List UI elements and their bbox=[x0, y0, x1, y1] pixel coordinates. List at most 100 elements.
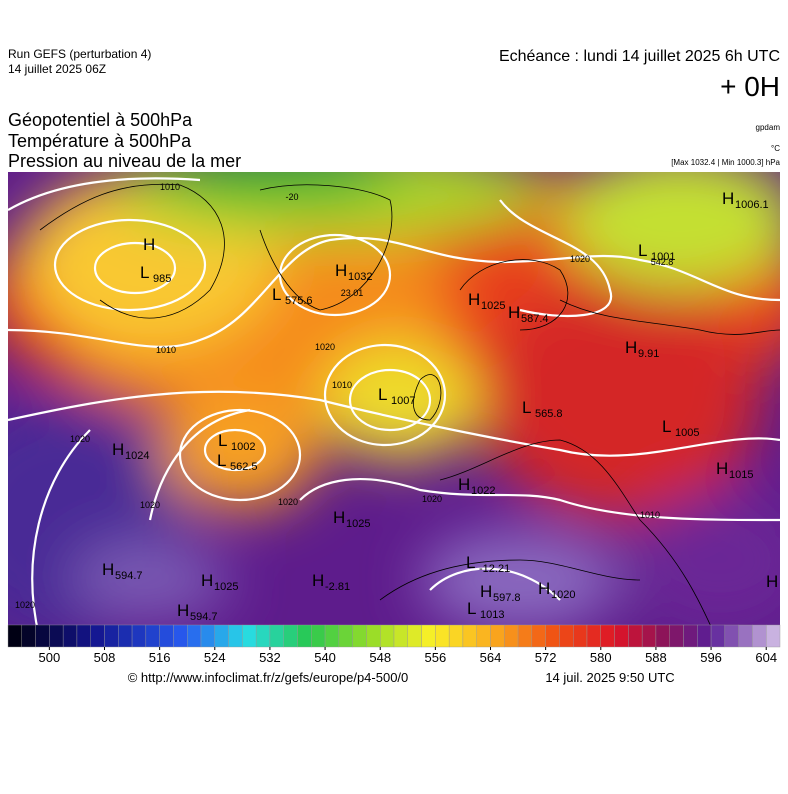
color-swatch bbox=[131, 624, 147, 648]
center-value: 1020 bbox=[551, 589, 575, 601]
field-label: 1010 bbox=[640, 510, 660, 520]
field-label: 1010 bbox=[156, 345, 176, 355]
center-letter: L bbox=[638, 241, 647, 260]
center-value: 1032 bbox=[348, 271, 372, 283]
center-letter: L bbox=[662, 417, 671, 436]
color-swatch bbox=[435, 624, 450, 648]
field-label: 1020 bbox=[70, 434, 90, 444]
tick-label: 508 bbox=[94, 650, 116, 665]
center-value: -2.81 bbox=[325, 581, 350, 593]
color-swatch bbox=[338, 624, 353, 648]
color-swatch bbox=[421, 624, 436, 648]
color-swatch bbox=[352, 624, 367, 648]
color-swatch bbox=[76, 624, 91, 648]
color-swatch bbox=[710, 624, 726, 648]
center-letter: H bbox=[766, 572, 778, 591]
color-swatch bbox=[297, 624, 312, 648]
center-letter: H bbox=[468, 290, 480, 309]
center-letter: H bbox=[625, 338, 637, 357]
color-swatch bbox=[573, 624, 588, 648]
param: Température à 500hPa bbox=[8, 131, 192, 151]
field-label: 542.8 bbox=[651, 257, 674, 267]
color-swatch bbox=[476, 624, 491, 648]
color-swatch bbox=[600, 624, 615, 648]
center-letter: H bbox=[480, 582, 492, 601]
color-swatch bbox=[448, 624, 464, 648]
center-value: 1006.1 bbox=[735, 199, 769, 211]
color-swatch bbox=[21, 624, 36, 648]
color-swatch bbox=[366, 624, 381, 648]
color-swatch bbox=[752, 624, 767, 648]
center-value: 575.6 bbox=[285, 295, 313, 307]
color-swatch bbox=[214, 624, 229, 648]
run-date: 14 juillet 2025 06Z bbox=[8, 62, 106, 76]
color-swatch bbox=[104, 624, 119, 648]
color-swatch bbox=[187, 624, 202, 648]
center-value: 1022 bbox=[471, 485, 495, 497]
tick-label: 556 bbox=[425, 650, 447, 665]
color-swatch bbox=[766, 624, 781, 648]
unit: gpdam bbox=[756, 123, 781, 132]
footer-url: © http://www.infoclimat.fr/z/gefs/europe… bbox=[128, 670, 409, 685]
color-swatch bbox=[200, 624, 215, 648]
tick-label: 532 bbox=[259, 650, 281, 665]
center-value: 9.91 bbox=[638, 348, 659, 360]
color-swatch bbox=[504, 624, 519, 648]
center-letter: H bbox=[312, 571, 324, 590]
center-letter: H bbox=[458, 475, 470, 494]
center-value: 1002 bbox=[231, 441, 255, 453]
center-letter: H bbox=[716, 459, 728, 478]
field-label: 1020 bbox=[140, 500, 160, 510]
tick-label: 596 bbox=[700, 650, 722, 665]
tick-label: 572 bbox=[535, 650, 557, 665]
center-value: 1025 bbox=[346, 518, 370, 530]
center-letter: L bbox=[140, 263, 149, 282]
center-value: 1024 bbox=[125, 450, 149, 462]
center-letter: H bbox=[143, 235, 155, 254]
run-title: Run GEFS (perturbation 4) bbox=[8, 47, 151, 61]
color-swatch bbox=[62, 624, 78, 648]
center-letter: H bbox=[335, 261, 347, 280]
center-letter: H bbox=[538, 579, 550, 598]
tick-label: 548 bbox=[369, 650, 391, 665]
center-value: 985 bbox=[153, 273, 171, 285]
color-swatch bbox=[559, 624, 574, 648]
color-swatch bbox=[173, 624, 188, 648]
color-swatch bbox=[545, 624, 560, 648]
unit: [Max 1032.4 | Min 1000.3] hPa bbox=[671, 158, 780, 167]
center-letter: L bbox=[272, 285, 281, 304]
center-letter: L bbox=[467, 599, 476, 618]
color-swatch bbox=[380, 624, 395, 648]
color-swatch bbox=[255, 624, 271, 648]
color-swatch bbox=[283, 624, 298, 648]
color-swatch bbox=[738, 624, 753, 648]
color-swatch bbox=[641, 624, 657, 648]
center-letter: H bbox=[112, 440, 124, 459]
offset: + 0H bbox=[720, 71, 780, 102]
param: Géopotentiel à 500hPa bbox=[8, 110, 193, 130]
color-swatch bbox=[311, 624, 326, 648]
center-letter: H bbox=[177, 601, 189, 620]
color-swatch bbox=[586, 624, 601, 648]
echeance: Echéance : lundi 14 juillet 2025 6h UTC bbox=[499, 48, 780, 65]
color-swatch bbox=[90, 624, 105, 648]
center-letter: H bbox=[722, 189, 734, 208]
color-swatch bbox=[490, 624, 505, 648]
color-swatch bbox=[269, 624, 284, 648]
center-value: -12.21 bbox=[479, 563, 510, 575]
center-value: 565.8 bbox=[535, 408, 563, 420]
center-value: 1005 bbox=[675, 427, 699, 439]
center-value: 1007 bbox=[391, 395, 415, 407]
param: Pression au niveau de la mer bbox=[8, 151, 241, 171]
tick-label: 500 bbox=[39, 650, 61, 665]
center-letter: L bbox=[466, 553, 475, 572]
center-value: 594.7 bbox=[190, 611, 218, 623]
color-swatch bbox=[159, 624, 174, 648]
tick-label: 564 bbox=[480, 650, 502, 665]
field-label: 1020 bbox=[315, 342, 335, 352]
color-swatch bbox=[145, 624, 160, 648]
field-label: 23.01 bbox=[341, 288, 364, 298]
color-swatch bbox=[669, 624, 684, 648]
field-label: 1010 bbox=[160, 182, 180, 192]
